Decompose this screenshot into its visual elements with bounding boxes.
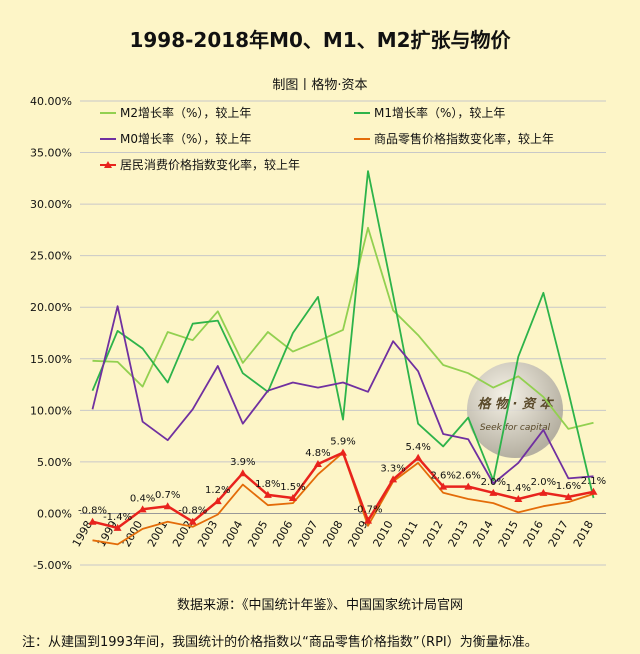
data-label: 2.0% [531,477,556,488]
y-tick-label: 15.00% [30,353,72,366]
data-label: 1.8% [255,479,280,490]
data-point [539,488,548,496]
watermark-subtitle: Seek for capital [480,423,551,433]
data-label: 3.3% [380,463,405,474]
data-point [238,469,247,477]
data-point [339,448,347,456]
data-label: 2.6% [456,471,481,482]
x-tick-label: 2016 [521,518,546,549]
x-tick-label: 2017 [546,518,571,549]
y-tick-label: 30.00% [30,198,72,211]
data-point [288,493,297,501]
x-tick-label: 2014 [471,518,496,549]
x-tick-label: 2013 [446,518,471,549]
x-tick-label: 2007 [295,518,320,549]
y-tick-label: 10.00% [30,404,72,417]
data-point [163,502,172,510]
data-label: 1.6% [556,481,581,492]
x-tick-label: 2015 [496,518,521,549]
data-label: 5.9% [330,437,355,448]
series-line [92,226,594,430]
y-tick-label: 5.00% [37,456,72,469]
x-tick-label: 2004 [220,518,245,549]
series-line [91,305,594,485]
data-label: 4.8% [305,448,330,459]
data-point [389,475,398,483]
data-point [213,497,222,505]
x-tick-label: 2001 [145,518,170,549]
y-tick-label: 35.00% [30,147,72,160]
legend-marker [104,161,112,168]
data-source: 数据来源：《中国统计年鉴》、中国国家统计局官网 [176,598,463,613]
legend-label: 商品零售价格指数变化率，较上年 [374,131,554,146]
data-point [364,516,373,524]
data-label: 1.2% [205,485,230,496]
data-label: -0.8% [78,506,107,517]
x-tick-label: 2011 [395,518,420,549]
legend-label: M0增长率（%），较上年 [120,131,251,146]
data-point [188,517,197,525]
y-tick-label: -5.00% [33,559,72,572]
footnote: 注：从建国到1993年间，我国统计的价格指数以“商品零售价格指数”（RPI）为衡… [22,635,538,650]
y-tick-label: 20.00% [30,301,72,314]
data-label: -1.4% [103,512,132,523]
data-label: 2.1% [581,476,606,487]
chart-title: 1998-2018年M0、M1、M2扩张与物价 [129,28,511,52]
data-point [589,487,598,495]
y-tick-label: 25.00% [30,250,72,263]
legend-label: M1增长率（%），较上年 [374,105,505,120]
data-point [439,482,448,490]
series-line [91,170,595,499]
data-label: -0.7% [354,505,383,516]
data-label: -0.8% [178,506,207,517]
data-label: 3.9% [230,457,255,468]
x-tick-label: 2008 [320,518,345,549]
x-tick-label: 2005 [245,518,270,549]
data-point [88,517,97,525]
data-label: 5.4% [405,442,430,453]
data-point [113,523,122,531]
data-point [414,453,423,461]
x-tick-label: 2010 [370,518,395,549]
watermark-title: 格 物 · 资 本 [477,396,554,412]
data-label: 2.0% [481,477,506,488]
y-tick-label: 40.00% [30,95,72,108]
data-point [313,459,322,467]
data-point [263,490,272,498]
data-label: 0.7% [155,490,180,501]
data-point [489,488,498,496]
data-label: 2.6% [430,471,455,482]
data-point [564,492,573,500]
legend-label: 居民消费价格指数变化率，较上年 [120,157,300,172]
data-point [514,495,523,503]
data-label: 0.4% [130,493,155,504]
x-tick-label: 2012 [421,518,446,549]
data-label: 1.5% [280,482,305,493]
x-tick-label: 2018 [571,518,596,549]
data-point [464,482,473,490]
y-tick-label: 0.00% [37,507,72,520]
data-label: 1.4% [506,483,531,494]
data-point [138,505,147,513]
legend-label: M2增长率（%），较上年 [120,105,251,120]
x-tick-label: 2006 [270,518,295,549]
chart-subtitle: 制图丨格物·资本 [272,78,368,93]
